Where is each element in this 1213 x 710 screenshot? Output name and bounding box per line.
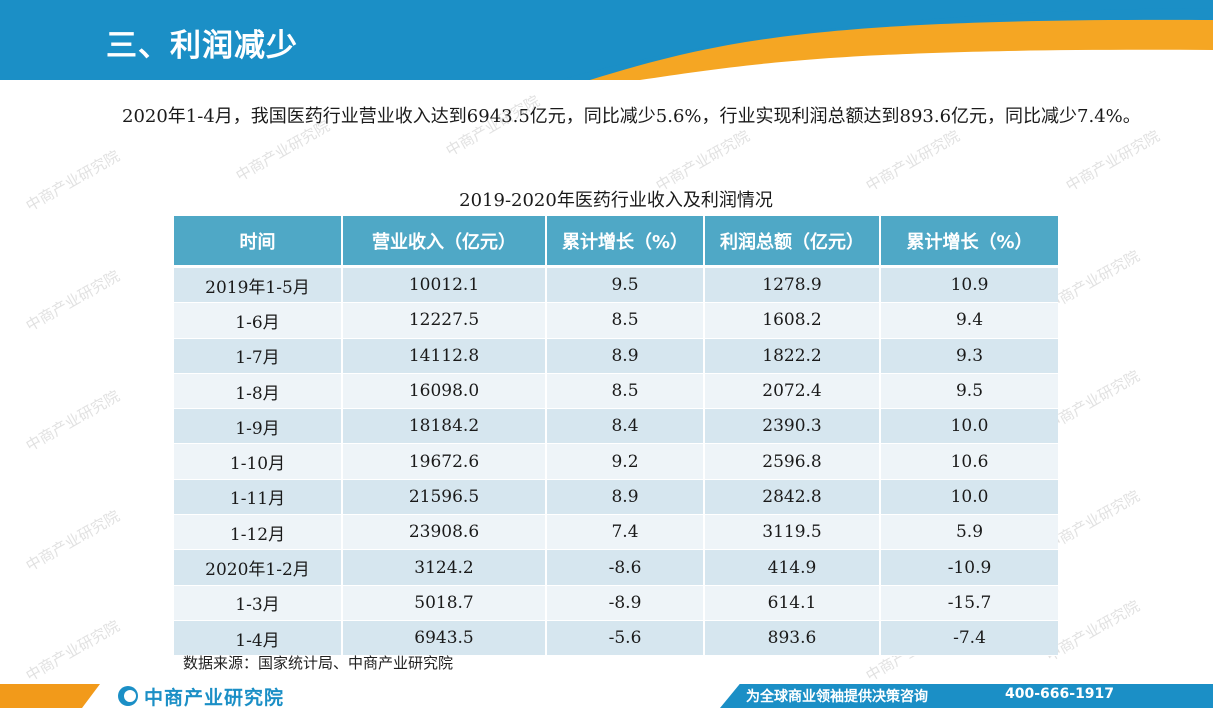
- table-row: 1-12月 23908.6 7.4 3119.5 5.9: [174, 514, 1058, 551]
- value-cell: -8.6: [546, 549, 705, 586]
- header-swoosh-graphic: [0, 0, 1213, 80]
- value-cell: 2390.3: [704, 408, 881, 445]
- value-cell: 3119.5: [704, 514, 881, 551]
- value-cell: 1608.2: [704, 302, 881, 339]
- value-cell: 12227.5: [342, 302, 547, 339]
- period-cell: 1-10月: [174, 443, 343, 480]
- logo-icon: [118, 686, 138, 706]
- value-cell: 19672.6: [342, 443, 547, 480]
- period-cell: 2020年1-2月: [174, 549, 343, 586]
- table-title: 2019-2020年医药行业收入及利润情况: [459, 190, 773, 211]
- value-cell: -15.7: [880, 585, 1058, 621]
- value-cell: 9.2: [546, 443, 705, 480]
- watermark-text: 中商产业研究院: [22, 146, 123, 215]
- column-header: 累计增长（%）: [880, 216, 1058, 268]
- period-cell: 1-7月: [174, 338, 343, 374]
- footer-slogan: 为全球商业领袖提供决策咨询: [746, 689, 928, 705]
- period-cell: 2019年1-5月: [174, 266, 343, 304]
- value-cell: 9.5: [546, 266, 705, 304]
- period-cell: 1-9月: [174, 408, 343, 445]
- value-cell: 10.0: [880, 479, 1058, 516]
- table-row: 2020年1-2月 3124.2 -8.6 414.9 -10.9: [174, 549, 1058, 586]
- column-header: 时间: [174, 216, 343, 268]
- value-cell: 9.4: [880, 302, 1058, 339]
- value-cell: 21596.5: [342, 479, 547, 516]
- footer-logo: 中商产业研究院: [118, 684, 285, 709]
- value-cell: 14112.8: [342, 338, 547, 374]
- intro-paragraph: 2020年1-4月，我国医药行业营业收入达到6943.5亿元，同比减少5.6%，…: [122, 106, 1141, 127]
- value-cell: 7.4: [546, 514, 705, 551]
- period-cell: 1-12月: [174, 514, 343, 551]
- value-cell: 1278.9: [704, 266, 881, 304]
- watermark-text: 中商产业研究院: [22, 386, 123, 455]
- value-cell: 10.6: [880, 443, 1058, 480]
- value-cell: -8.9: [546, 585, 705, 621]
- period-cell: 1-4月: [174, 620, 343, 657]
- value-cell: 10.0: [880, 408, 1058, 445]
- value-cell: 5.9: [880, 514, 1058, 551]
- footer-orange-stripe: [0, 684, 100, 708]
- value-cell: 8.5: [546, 373, 705, 410]
- value-cell: -7.4: [880, 620, 1058, 657]
- value-cell: 16098.0: [342, 373, 547, 410]
- table-row: 1-8月 16098.0 8.5 2072.4 9.5: [174, 373, 1058, 410]
- value-cell: 23908.6: [342, 514, 547, 551]
- value-cell: 8.5: [546, 302, 705, 339]
- table-row: 1-4月 6943.5 -5.6 893.6 -7.4: [174, 620, 1058, 657]
- data-table: 时间 营业收入（亿元） 累计增长（%） 利润总额（亿元） 累计增长（%） 201…: [174, 216, 1058, 657]
- value-cell: 3124.2: [342, 549, 547, 586]
- value-cell: 8.9: [546, 338, 705, 374]
- value-cell: 2072.4: [704, 373, 881, 410]
- watermark-text: 中商产业研究院: [22, 266, 123, 335]
- watermark-text: 中商产业研究院: [22, 616, 123, 685]
- value-cell: 2596.8: [704, 443, 881, 480]
- period-cell: 1-8月: [174, 373, 343, 410]
- value-cell: 9.5: [880, 373, 1058, 410]
- header-bar: 三、利润减少: [0, 0, 1213, 80]
- logo-text: 中商产业研究院: [144, 686, 285, 709]
- value-cell: -10.9: [880, 549, 1058, 586]
- value-cell: 10.9: [880, 266, 1058, 304]
- value-cell: 1822.2: [704, 338, 881, 374]
- footer-blue-stripe: [720, 684, 1213, 708]
- value-cell: -5.6: [546, 620, 705, 657]
- footer-phone: 400-666-1917: [1005, 686, 1115, 702]
- table-row: 1-7月 14112.8 8.9 1822.2 9.3: [174, 338, 1058, 374]
- value-cell: 414.9: [704, 549, 881, 586]
- value-cell: 6943.5: [342, 620, 547, 657]
- table-header-row: 时间 营业收入（亿元） 累计增长（%） 利润总额（亿元） 累计增长（%）: [174, 216, 1058, 268]
- column-header: 利润总额（亿元）: [704, 216, 881, 268]
- column-header: 累计增长（%）: [546, 216, 705, 268]
- table-row: 1-11月 21596.5 8.9 2842.8 10.0: [174, 479, 1058, 516]
- value-cell: 9.3: [880, 338, 1058, 374]
- table-row: 1-10月 19672.6 9.2 2596.8 10.6: [174, 443, 1058, 480]
- value-cell: 5018.7: [342, 585, 547, 621]
- column-header: 营业收入（亿元）: [342, 216, 547, 268]
- watermark-text: 中商产业研究院: [22, 506, 123, 575]
- value-cell: 8.9: [546, 479, 705, 516]
- period-cell: 1-11月: [174, 479, 343, 516]
- table-row: 1-6月 12227.5 8.5 1608.2 9.4: [174, 302, 1058, 339]
- value-cell: 893.6: [704, 620, 881, 657]
- period-cell: 1-3月: [174, 585, 343, 621]
- period-cell: 1-6月: [174, 302, 343, 339]
- table-row: 1-9月 18184.2 8.4 2390.3 10.0: [174, 408, 1058, 445]
- value-cell: 18184.2: [342, 408, 547, 445]
- value-cell: 8.4: [546, 408, 705, 445]
- value-cell: 10012.1: [342, 266, 547, 304]
- data-source-note: 数据来源：国家统计局、中商产业研究院: [183, 654, 454, 672]
- table-row: 2019年1-5月 10012.1 9.5 1278.9 10.9: [174, 266, 1058, 304]
- value-cell: 614.1: [704, 585, 881, 621]
- table-body: 2019年1-5月 10012.1 9.5 1278.9 10.9 1-6月 12227.5…: [174, 266, 1058, 657]
- table-row: 1-3月 5018.7 -8.9 614.1 -15.7: [174, 585, 1058, 621]
- page-title: 三、利润减少: [106, 28, 298, 64]
- value-cell: 2842.8: [704, 479, 881, 516]
